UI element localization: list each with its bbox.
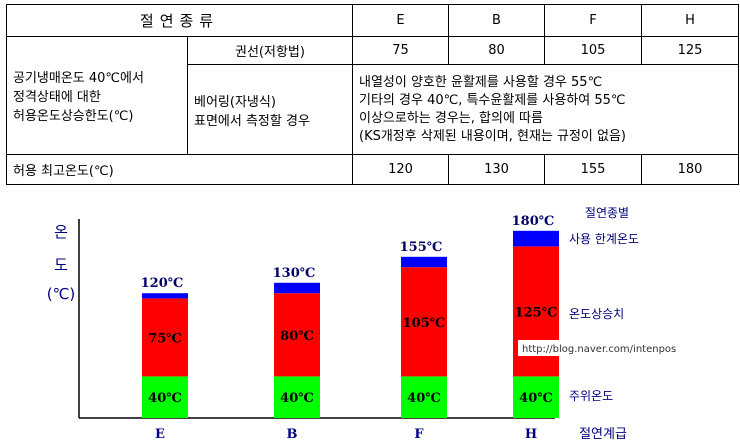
bearing-label-line: 표면에서 측정할 경우: [194, 113, 310, 129]
winding-value-h: 125: [641, 36, 739, 65]
class-header-b: B: [448, 4, 545, 37]
max-temp-value-b: 130: [448, 154, 545, 185]
bar-segment-label: 80℃: [280, 329, 314, 344]
bar-segment-ambient: [401, 376, 447, 418]
insulation-spec-table: 절연종류 E B F H 공기냉매온도 40℃에서 정격상태에 대한 허용온도상…: [6, 4, 739, 185]
bar-segment-limit: [142, 293, 188, 299]
bar-segment-ambient: [142, 376, 188, 418]
bar-total-label: 155℃: [400, 240, 443, 255]
bar-segment-temp-rise: [142, 298, 188, 377]
bearing-note-line: (KS개정후 삭제된 내용이며, 현재는 규정이 없음): [359, 128, 626, 144]
y-axis-label-line: 도: [54, 256, 68, 274]
table-row-winding: 공기냉매온도 40℃에서 정격상태에 대한 허용온도상승한도(℃) 권선(저항법…: [6, 36, 739, 155]
bar-total-label: 180℃: [512, 214, 555, 229]
x-tick-label: B: [287, 427, 298, 442]
x-tick-label: F: [414, 427, 424, 442]
class-header-h: H: [641, 4, 739, 37]
table-row-bearing: 베어링(자냉식) 표면에서 측정할 경우 내열성이 양호한 윤활제를 사용할 경…: [7, 64, 739, 155]
legend-label-limit-temp: 사용 한계온도: [569, 232, 639, 246]
max-temp-value-e: 120: [352, 154, 449, 185]
bearing-label: 베어링(자냉식) 표면에서 측정할 경우: [187, 64, 353, 155]
table-row-max-temp: 허용 최고온도(℃) 120 130 155 180: [6, 154, 739, 185]
bar-segment-temp-rise: [401, 267, 447, 377]
bar-segment-ambient: [513, 376, 559, 418]
bar-segment-label: 40℃: [519, 391, 553, 406]
bar-total-label: 130℃: [273, 266, 316, 281]
bar-segment-limit: [274, 282, 320, 294]
bearing-note-line: 이상으로하는 경우는, 합의에 따름: [359, 110, 543, 126]
bearing-note-line: 내열성이 양호한 윤활제를 사용할 경우 55℃: [359, 74, 603, 90]
winding-value-b: 80: [448, 36, 545, 65]
bar-segment-label: 105℃: [403, 316, 446, 331]
x-axis-label: 절연계급: [579, 427, 627, 442]
y-axis-label-line: (℃): [47, 285, 76, 303]
bar-total-label: 120℃: [141, 276, 184, 291]
bearing-label-line: 베어링(자냉식): [194, 94, 276, 110]
legend-label-temp-rise: 온도상승치: [569, 307, 624, 321]
row-group-label-line: 허용온도상승한도(℃): [13, 109, 134, 124]
x-tick-label: E: [155, 427, 165, 442]
bar-segment-ambient: [274, 376, 320, 418]
watermark-text: http://blog.naver.com/intenpos: [522, 344, 676, 355]
bar-segment-temp-rise: [274, 293, 320, 377]
temperature-stacked-bar-chart: 온 도 (℃) 40℃75℃120℃40℃80℃130℃40℃105℃155℃4…: [47, 206, 696, 442]
winding-value-e: 75: [352, 36, 449, 65]
max-temp-label: 허용 최고온도(℃): [6, 154, 353, 185]
max-temp-value-f: 155: [544, 154, 642, 185]
bearing-note-line: 기타의 경우 40℃, 특수윤활제를 사용하여 55℃: [359, 92, 626, 108]
y-axis-label: 온 도 (℃): [47, 223, 76, 303]
legend-label-ambient: 주위온도: [569, 389, 613, 403]
x-tick-label: H: [525, 427, 537, 442]
row-group-label-line: 공기냉매온도 40℃에서: [13, 71, 144, 86]
row-group-label-line: 정격상태에 대한: [13, 90, 101, 105]
bar-segment-label: 40℃: [148, 391, 182, 406]
bar-segment-limit: [513, 230, 559, 247]
bar-segment-label: 40℃: [280, 391, 314, 406]
bar-segment-label: 75℃: [148, 331, 182, 346]
class-header-e: E: [352, 4, 449, 37]
bearing-note: 내열성이 양호한 윤활제를 사용할 경우 55℃ 기타의 경우 40℃, 특수윤…: [352, 64, 739, 155]
legend-title: 절연종별: [585, 206, 629, 220]
bar-segment-limit: [401, 256, 447, 268]
row-group-label: 공기냉매온도 40℃에서 정격상태에 대한 허용온도상승한도(℃): [6, 36, 188, 155]
bar-segment-label: 40℃: [407, 391, 441, 406]
bar-group: 40℃ 75℃ 120℃ 40℃ 80℃ 130℃ 40℃ 105℃ 155℃ 40℃ 125℃ 18…: [141, 214, 559, 418]
watermark-background: [518, 340, 696, 356]
winding-label: 권선(저항법): [187, 36, 353, 65]
winding-value-f: 105: [544, 36, 642, 65]
table-header-row: 절연종류 E B F H: [6, 4, 739, 37]
insulation-type-header: 절연종류: [6, 4, 353, 37]
bar-segment-label: 125℃: [515, 305, 558, 320]
max-temp-value-h: 180: [641, 154, 739, 185]
class-header-f: F: [544, 4, 642, 37]
y-axis-label-line: 온: [54, 223, 68, 241]
